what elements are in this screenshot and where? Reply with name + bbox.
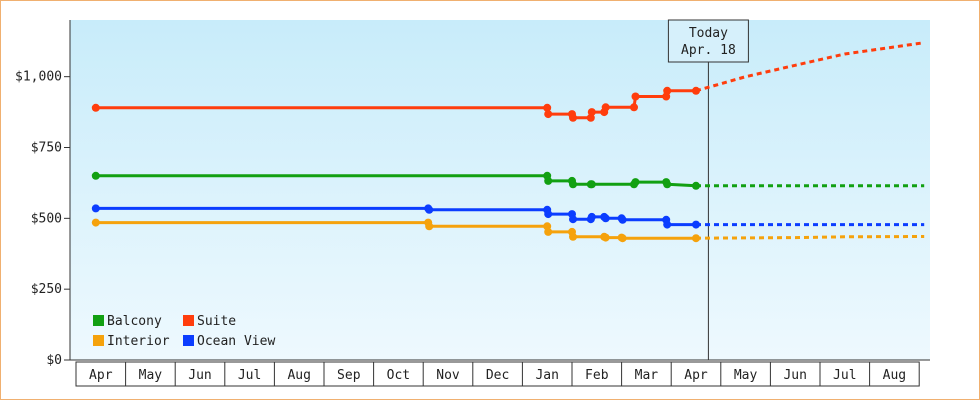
- data-point: [544, 210, 553, 219]
- y-tick-label: $1,000: [15, 70, 62, 85]
- data-point: [601, 103, 610, 112]
- x-tick-label: Mar: [635, 368, 659, 383]
- data-point: [630, 103, 638, 112]
- data-point: [663, 86, 672, 95]
- data-point: [631, 178, 640, 187]
- y-tick-label: $500: [31, 211, 62, 226]
- x-tick-label: May: [734, 368, 758, 383]
- legend-swatch: [93, 335, 104, 346]
- data-point: [631, 92, 640, 101]
- data-point: [91, 218, 100, 227]
- series-ocean-view: [91, 204, 925, 229]
- projection-line: [695, 41, 925, 93]
- x-tick-label: Jan: [535, 368, 558, 383]
- x-tick-label: Jun: [188, 368, 211, 383]
- today-box: [667, 19, 749, 63]
- x-tick-label: Aug: [883, 368, 906, 383]
- x-tick-label: Jun: [783, 368, 806, 383]
- today-date: Apr. 18: [681, 43, 736, 58]
- data-point: [601, 233, 610, 242]
- x-tick-label: Apr: [89, 368, 113, 383]
- data-point: [587, 108, 596, 117]
- x-tick-label: Feb: [585, 368, 609, 383]
- y-tick-label: $250: [31, 282, 62, 297]
- data-point: [618, 234, 627, 243]
- data-point: [569, 215, 577, 224]
- x-tick-label: Jul: [833, 368, 856, 383]
- data-point: [544, 227, 553, 236]
- x-tick-label: Sep: [337, 368, 361, 383]
- data-point: [544, 110, 553, 119]
- legend-swatch: [183, 335, 194, 346]
- legend-swatch: [183, 315, 194, 326]
- x-tick-label: Nov: [436, 368, 460, 383]
- data-point: [425, 222, 434, 231]
- data-point: [569, 232, 577, 241]
- x-tick-label: May: [139, 368, 163, 383]
- series-interior: [91, 218, 925, 243]
- legend-label: Suite: [197, 314, 236, 329]
- data-point: [543, 103, 552, 112]
- data-point: [569, 113, 577, 122]
- x-tick-label: Aug: [287, 368, 310, 383]
- series-suite: [91, 41, 925, 122]
- x-axis-strip: [75, 361, 920, 387]
- data-point: [569, 180, 577, 189]
- x-tick-label: Dec: [486, 368, 509, 383]
- legend-label: Ocean View: [197, 334, 275, 349]
- legend-label: Interior: [107, 334, 170, 349]
- data-point: [587, 180, 596, 189]
- data-point: [618, 215, 627, 224]
- data-point: [91, 204, 100, 213]
- x-tick-label: Oct: [387, 368, 410, 383]
- today-label: Today: [689, 26, 728, 41]
- y-tick-label: $750: [31, 141, 62, 156]
- data-point: [663, 180, 672, 189]
- projection-line: [695, 235, 925, 240]
- y-tick-label: $0: [46, 353, 62, 368]
- data-point: [91, 171, 100, 180]
- data-point: [587, 212, 596, 221]
- series-balcony: [91, 171, 925, 190]
- data-point: [663, 220, 672, 229]
- data-point: [601, 214, 610, 223]
- data-point: [91, 103, 100, 112]
- x-tick-label: Apr: [684, 368, 708, 383]
- plot-background: [70, 20, 930, 360]
- legend-label: Balcony: [107, 314, 162, 329]
- data-point: [544, 176, 553, 185]
- x-tick-label: Jul: [238, 368, 261, 383]
- legend-swatch: [93, 315, 104, 326]
- data-point: [425, 205, 434, 214]
